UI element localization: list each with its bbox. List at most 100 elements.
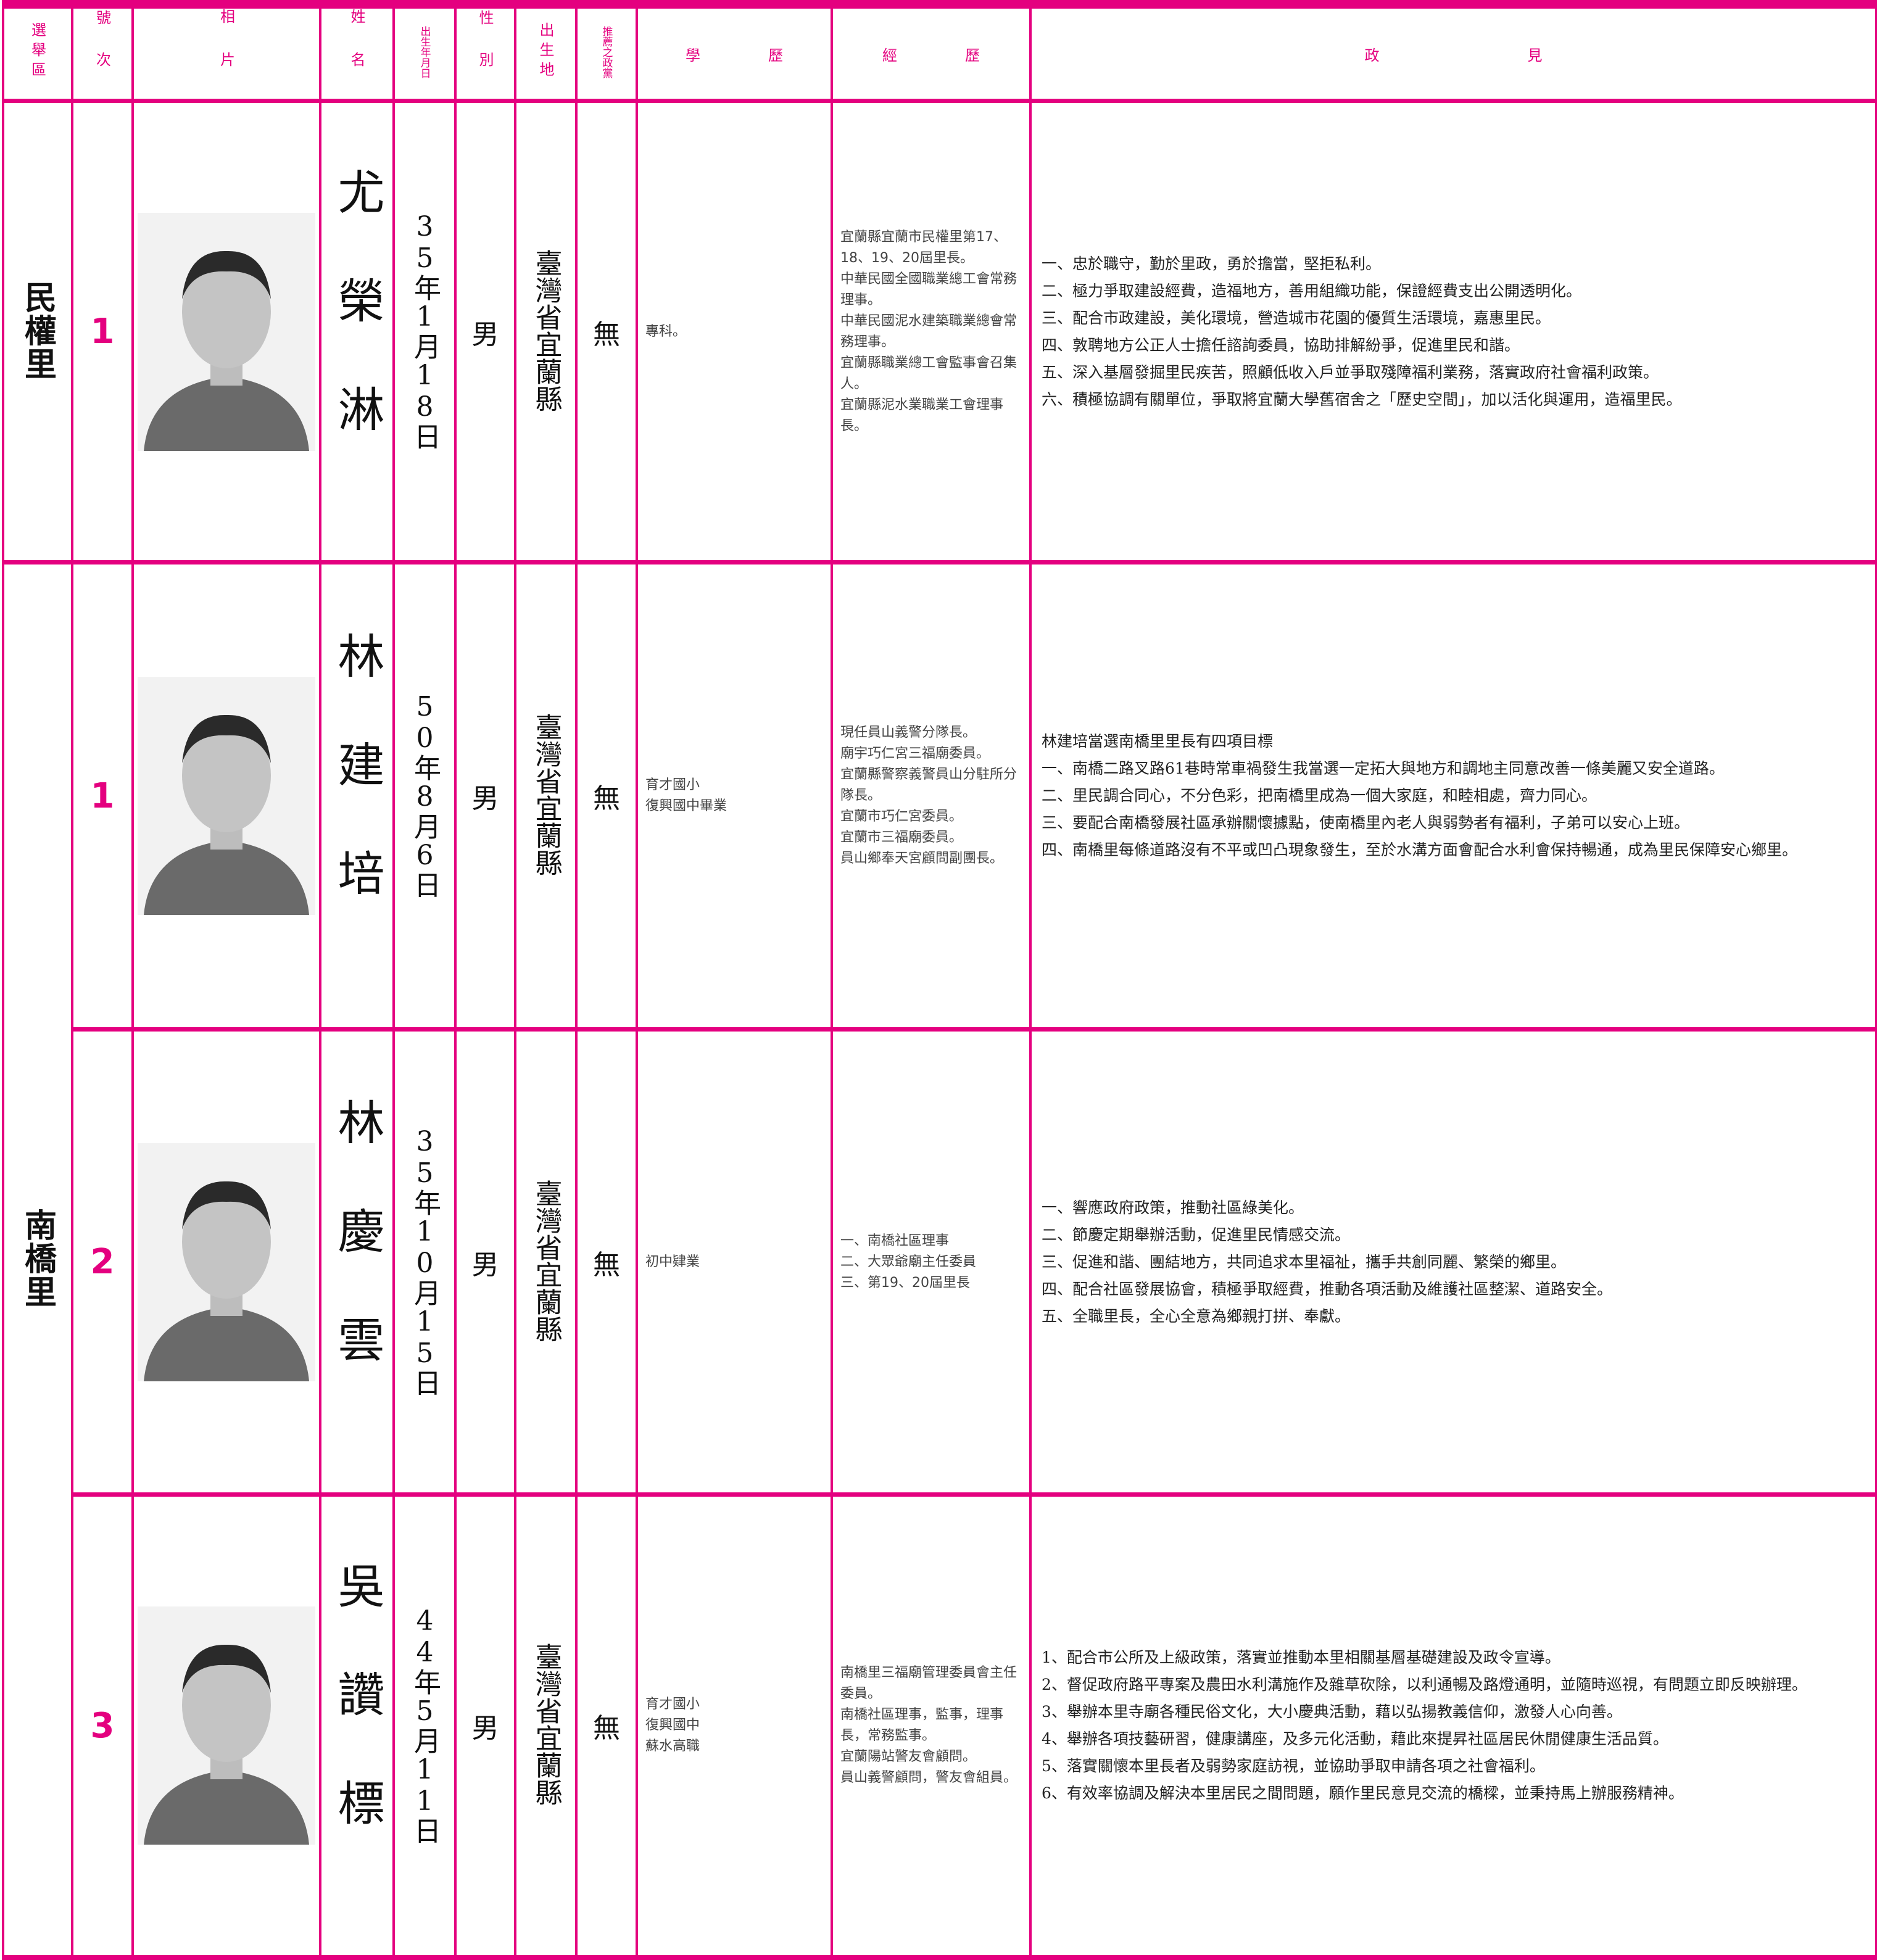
platform-item: 三、配合市政建設，美化環境，營造城市花園的優質生活環境，嘉惠里民。 (1042, 308, 1551, 327)
platform-item: 二、節慶定期舉辦活動，促進里民情感交流。 (1042, 1225, 1351, 1244)
party-cell: 無 (575, 1027, 638, 1496)
district-cell: 民權里 (2, 99, 73, 564)
number: 2 (90, 1242, 115, 1282)
experience-item: 二、大眾爺廟主任委員 (840, 1254, 977, 1270)
birthplace-cell: 臺灣省宜蘭縣 (514, 1027, 578, 1496)
platform-cell: 林建培當選南橋里里長有四項目標 一、南橋二路叉路61巷時常車禍發生我當選一定拓大與… (1029, 560, 1877, 1031)
header-cell: 出生年月日 (392, 3, 457, 102)
education-item: 復興國中 (645, 1718, 700, 1734)
platform-item: 五、全職里長，全心全意為鄉親打拼、奉獻。 (1042, 1307, 1351, 1325)
platform-item: 二、極力爭取建設經費，造福地方，善用組織功能，保證經費支出公開透明化。 (1042, 281, 1582, 300)
candidate-name: 吳讚標 (329, 1561, 385, 1888)
candidate-photo (138, 1143, 315, 1381)
header-cell: 出生地 (514, 3, 578, 102)
platform-item: 一、響應政府政策，推動社區綠美化。 (1042, 1198, 1304, 1217)
candidate-name: 林建培 (329, 632, 385, 957)
candidate-row: 2 林慶雲 35年10月15日男臺灣省宜蘭縣無 初中肄業 一、南橋社區理事 二、大眾爺廟主… (3, 1027, 1877, 1496)
platform-item: 三、促進和諧、團結地方，共同追求本里福祉，攜手共創同麗、繁榮的鄉里。 (1042, 1252, 1567, 1271)
birth-date: 35年1月18日 (409, 211, 441, 450)
candidate-photo (138, 1606, 315, 1845)
photo-cell (131, 1027, 321, 1496)
education-item: 專科。 (645, 323, 687, 339)
platform-item: 1、配合市公所及上級政策，落實並推動本里相關基層基礎建設及政令宣導。 (1042, 1648, 1560, 1667)
birthplace-cell: 臺灣省宜蘭縣 (514, 1492, 578, 1959)
number: 3 (90, 1705, 115, 1746)
header-label: 號次 (93, 10, 111, 94)
header-label: 選舉區 (28, 22, 46, 81)
birth-cell: 50年8月6日 (392, 560, 457, 1031)
party-cell: 無 (575, 99, 638, 564)
name-cell: 林慶雲 (319, 1027, 395, 1496)
platform-item: 一、南橋二路叉路61巷時常車禍發生我當選一定拓大與地方和調地主同意改善一條美麗又… (1042, 759, 1725, 777)
header-label: 推薦之政黨 (600, 25, 613, 78)
platform-item: 3、舉辦本里寺廟各種民俗文化，大小慶典活動，藉以弘揚教義信仰，激發人心向善。 (1042, 1703, 1622, 1721)
experience-item: 宜蘭市三福廟委員。 (840, 830, 963, 845)
education-item: 育才國小 (645, 1697, 700, 1713)
education-cell: 專科。 (636, 99, 833, 564)
platform-item: 三、要配合南橋發展社區承辦關懷據點，使南橋里內老人與弱勢者有福利，子弟可以安心上… (1042, 814, 1690, 832)
birthplace: 臺灣省宜蘭縣 (530, 1179, 562, 1342)
platform-item: 五、深入基層發掘里民疾苦，照顧低收入戶並爭取殘障福利業務，落實政府社會福利政策。 (1042, 363, 1659, 381)
header-label: 姓名 (348, 9, 365, 95)
photo-cell (131, 1492, 321, 1959)
birth-cell: 35年10月15日 (392, 1027, 457, 1496)
number-cell: 1 (71, 560, 134, 1031)
header-label: 出生地 (537, 22, 554, 81)
gender: 男 (471, 1713, 499, 1745)
experience-item: 南橋社區理事，監事，理事長，常務監事。 (840, 1707, 1004, 1744)
number-cell: 1 (71, 99, 134, 564)
education-cell: 育才國小 復興國中畢業 (636, 560, 833, 1031)
header-cell: 政見 (1029, 3, 1877, 102)
party: 無 (593, 1713, 620, 1745)
gender-cell: 男 (454, 1492, 516, 1959)
party-cell: 無 (575, 1492, 638, 1959)
birthplace: 臺灣省宜蘭縣 (530, 713, 562, 876)
platform-item: 2、督促政府路平專案及農田水利溝施作及雜草砍除，以利通暢及路燈通明，並隨時巡視，… (1042, 1676, 1807, 1694)
number: 1 (90, 775, 115, 816)
party: 無 (593, 318, 620, 350)
experience-item: 宜蘭陽站警友會顧問。 (840, 1749, 977, 1765)
header-label: 學歷 (686, 46, 783, 64)
gender: 男 (471, 1249, 499, 1281)
gender: 男 (471, 318, 499, 350)
candidate-name: 尤榮淋 (329, 167, 385, 494)
experience-cell: 宜蘭縣宜蘭市民權里第17、18、19、20屆里長。 中華民國全國職業總工會常務理事… (831, 99, 1032, 564)
party-cell: 無 (575, 560, 638, 1031)
platform-cell: 一、響應政府政策，推動社區綠美化。二、節慶定期舉辦活動，促進里民情感交流。三、促… (1029, 1027, 1877, 1496)
experience-item: 宜蘭市巧仁宮委員。 (840, 809, 963, 824)
candidate-row: 民權里 1 尤榮淋 35年1月18日男臺灣省宜蘭縣無 專科。 宜蘭縣宜蘭市民權里第17、1… (2, 99, 1877, 564)
experience-item: 一、南橋社區理事 (840, 1233, 950, 1249)
district: 南橋里 (19, 1208, 56, 1309)
birth-date: 35年10月15日 (409, 1125, 441, 1396)
platform-item: 四、敦聘地方公正人士擔任諮詢委員，協助排解紛爭，促進里民和諧。 (1042, 336, 1520, 354)
birth-date: 44年5月11日 (409, 1605, 441, 1844)
platform-item: 4、舉辦各項技藝研習，健康講座，及多元化活動，藉此來提昇社區居民休閒健康生活品質… (1042, 1730, 1668, 1748)
platform-item: 一、忠於職守，勤於里政，勇於擔當，堅拒私利。 (1042, 254, 1382, 273)
header-cell: 選舉區 (2, 3, 73, 102)
experience-item: 宜蘭縣泥水業職業工會理事長。 (840, 397, 1004, 434)
candidate-photo (138, 677, 315, 915)
platform-item: 5、落實關懷本里長者及弱勢家庭訪視，並協助爭取申請各項之社會福利。 (1042, 1757, 1545, 1776)
experience-item: 宜蘭縣警察義警員山分駐所分隊長。 (840, 767, 1017, 803)
experience-item: 員山鄉奉天宮顧問副團長。 (840, 851, 1004, 866)
platform-cell: 一、忠於職守，勤於里政，勇於擔當，堅拒私利。二、極力爭取建設經費，造福地方，善用… (1029, 99, 1877, 564)
platform-item: 四、配合社區發展協會，積極爭取經費，推動各項活動及維護社區整潔、道路安全。 (1042, 1280, 1613, 1298)
header-cell: 推薦之政黨 (575, 3, 638, 102)
header-cell: 相片 (131, 3, 321, 102)
platform-item: 二、里民調合同心，不分色彩，把南橋里成為一個大家庭，和睦相處，齊力同心。 (1042, 787, 1597, 804)
header-row: 選舉區 號次 相片 姓名 出生年月日 性別 出生地 推薦之政黨 學歷 經歷 政見 (2, 3, 1877, 102)
birthplace: 臺灣省宜蘭縣 (530, 1643, 562, 1806)
photo-cell (131, 99, 321, 564)
experience-cell: 一、南橋社區理事 二、大眾爺廟主任委員 三、第19、20屆里長 (831, 1027, 1032, 1496)
district-cell: 南橋里 (2, 560, 73, 1959)
number: 1 (90, 312, 115, 352)
photo-cell (131, 560, 321, 1031)
header-label: 出生年月日 (418, 25, 431, 78)
education-item: 蘇水高職 (645, 1739, 700, 1755)
header-cell: 姓名 (319, 3, 395, 102)
gender-cell: 男 (454, 1027, 516, 1496)
platform-cell: 1、配合市公所及上級政策，落實並推動本里相關基層基礎建設及政令宣導。 2、督促政府… (1029, 1492, 1877, 1959)
